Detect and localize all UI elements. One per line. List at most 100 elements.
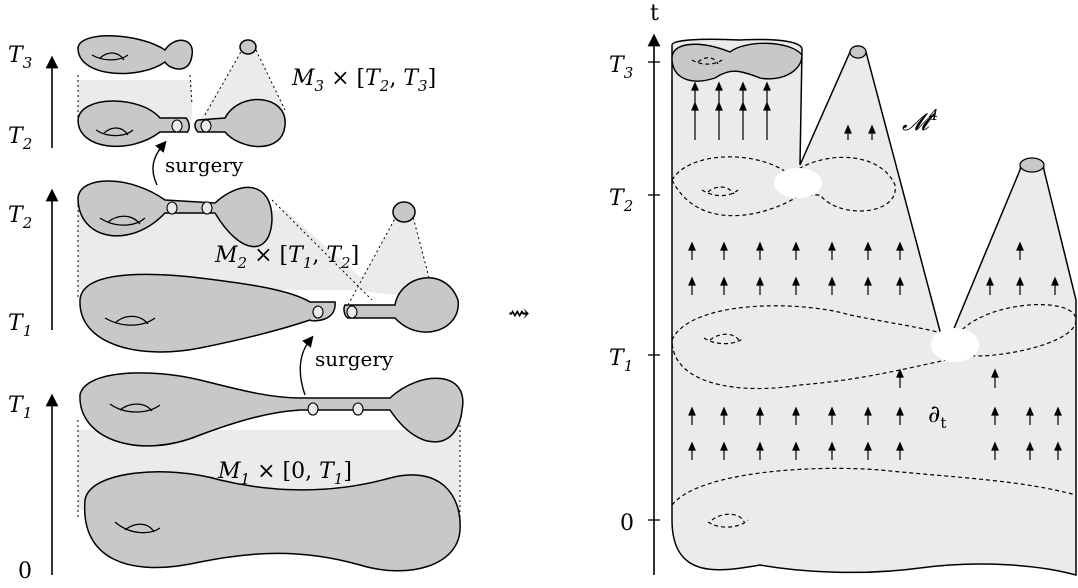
field-arrow-head: [1026, 441, 1034, 451]
right-panel: t T3 T2 T1 0 𝓜4 ∂t: [609, 1, 1077, 576]
slice-t1-before: [79, 372, 464, 447]
field-arrow-head: [792, 406, 800, 416]
field-arrow-head: [844, 124, 852, 134]
surgery-hole-t1: [931, 328, 979, 362]
field-arrow-head: [688, 241, 696, 251]
field-arrow-head: [828, 406, 836, 416]
field-arrow-head: [1016, 241, 1024, 251]
surgery-label-bottom: surgery: [315, 347, 394, 371]
left-panel: T3 T2 T2 T1 T1 0 surgery surgery M3 × [T…: [8, 35, 464, 584]
field-arrow-head: [691, 101, 699, 111]
svg-text:T1: T1: [8, 393, 32, 422]
field-arrow-head: [896, 276, 904, 286]
field-arrow-head: [792, 241, 800, 251]
field-arrow-head: [864, 276, 872, 286]
field-arrow-head: [1054, 406, 1062, 416]
label-zero-left: 0: [18, 559, 32, 584]
field-arrow-head: [828, 441, 836, 451]
field-arrow-head: [1054, 441, 1062, 451]
dashed-slices: [671, 57, 1077, 528]
field-arrow-head: [991, 406, 999, 416]
field-arrow-head: [896, 368, 904, 378]
field-arrow-head: [688, 406, 696, 416]
right-axis-ticks: [648, 61, 660, 521]
svg-text:T1: T1: [8, 311, 32, 340]
slice-t3-ball: [239, 39, 257, 55]
tick-label-t3: T3: [609, 53, 633, 82]
svg-text:T2: T2: [8, 203, 32, 232]
field-arrow-head: [756, 406, 764, 416]
boundary-label: ∂t: [928, 400, 946, 432]
slice-t1-after-left: [79, 273, 336, 353]
slice-t1-after-right: [343, 277, 459, 333]
field-arrow-head: [720, 406, 728, 416]
spacetime-body: [671, 38, 1077, 576]
handle-marks: [91, 52, 161, 534]
field-arrow-head: [896, 241, 904, 251]
slice-t2-ball: [392, 201, 416, 223]
field-arrow-head: [1026, 406, 1034, 416]
field-arrow-head: [864, 406, 872, 416]
product-label-m3: M3 × [T2, T3]: [291, 66, 436, 95]
field-arrow-head: [720, 441, 728, 451]
field-arrow-head: [1016, 276, 1024, 286]
top-ball-cap: [849, 45, 867, 59]
neck-circles: [166, 119, 364, 416]
field-arrow-head: [828, 241, 836, 251]
field-arrow-head: [720, 276, 728, 286]
field-arrow-head: [756, 276, 764, 286]
field-arrow-head: [688, 276, 696, 286]
field-arrow-head: [991, 368, 999, 378]
leadsto-symbol: ⇝: [508, 299, 530, 329]
slice-t3: [77, 35, 193, 75]
field-arrow-head: [756, 241, 764, 251]
field-arrow-head: [864, 241, 872, 251]
surgery-arrows: [152, 140, 314, 396]
slice-0: [84, 471, 461, 572]
field-arrow-head: [688, 441, 696, 451]
left-axis-labels: T3 T2 T2 T1 T1 0: [8, 43, 32, 584]
right-ball-cap: [1019, 157, 1045, 173]
slice-t2-after-right: [194, 98, 286, 148]
field-arrow-head: [691, 81, 699, 91]
surgery-hole-t2: [774, 168, 822, 198]
field-arrow-head: [756, 441, 764, 451]
vector-field: [688, 81, 1062, 460]
axis-label-t: t: [650, 1, 659, 26]
label-t2-lower: T: [8, 203, 25, 228]
field-arrow-head: [991, 441, 999, 451]
product-label-m1: M1 × [0, T1]: [217, 459, 352, 488]
manifold-label: 𝓜4: [902, 106, 938, 136]
surface-slices: [77, 35, 464, 572]
tick-label-zero: 0: [620, 511, 634, 536]
field-arrow-head: [763, 101, 771, 111]
label-t2-upper: T: [8, 124, 25, 149]
field-arrow-head: [715, 101, 723, 111]
field-arrow-head: [739, 101, 747, 111]
field-arrow-head: [868, 124, 876, 134]
field-arrow-head: [864, 441, 872, 451]
field-arrow-head: [896, 406, 904, 416]
field-arrow-head: [986, 276, 994, 286]
label-t1-upper: T: [8, 311, 25, 336]
svg-text:T2: T2: [8, 124, 32, 153]
field-arrow-head: [896, 441, 904, 451]
product-band-edges: [77, 49, 461, 520]
label-t3: T: [8, 43, 25, 68]
field-arrow-head: [763, 81, 771, 91]
field-arrow-head: [1051, 276, 1059, 286]
slice-t2-before: [77, 180, 273, 248]
product-label-m2: M2 × [T1, T2]: [214, 243, 359, 272]
field-arrow-head: [739, 81, 747, 91]
surgery-label-top: surgery: [165, 153, 244, 177]
tick-label-t2: T2: [609, 186, 633, 215]
field-arrow-head: [828, 276, 836, 286]
field-arrow-head: [792, 441, 800, 451]
field-arrow-head: [720, 241, 728, 251]
svg-text:T3: T3: [8, 43, 32, 72]
field-arrow-head: [715, 81, 723, 91]
field-arrow-head: [792, 276, 800, 286]
tick-label-t1: T1: [609, 346, 633, 375]
